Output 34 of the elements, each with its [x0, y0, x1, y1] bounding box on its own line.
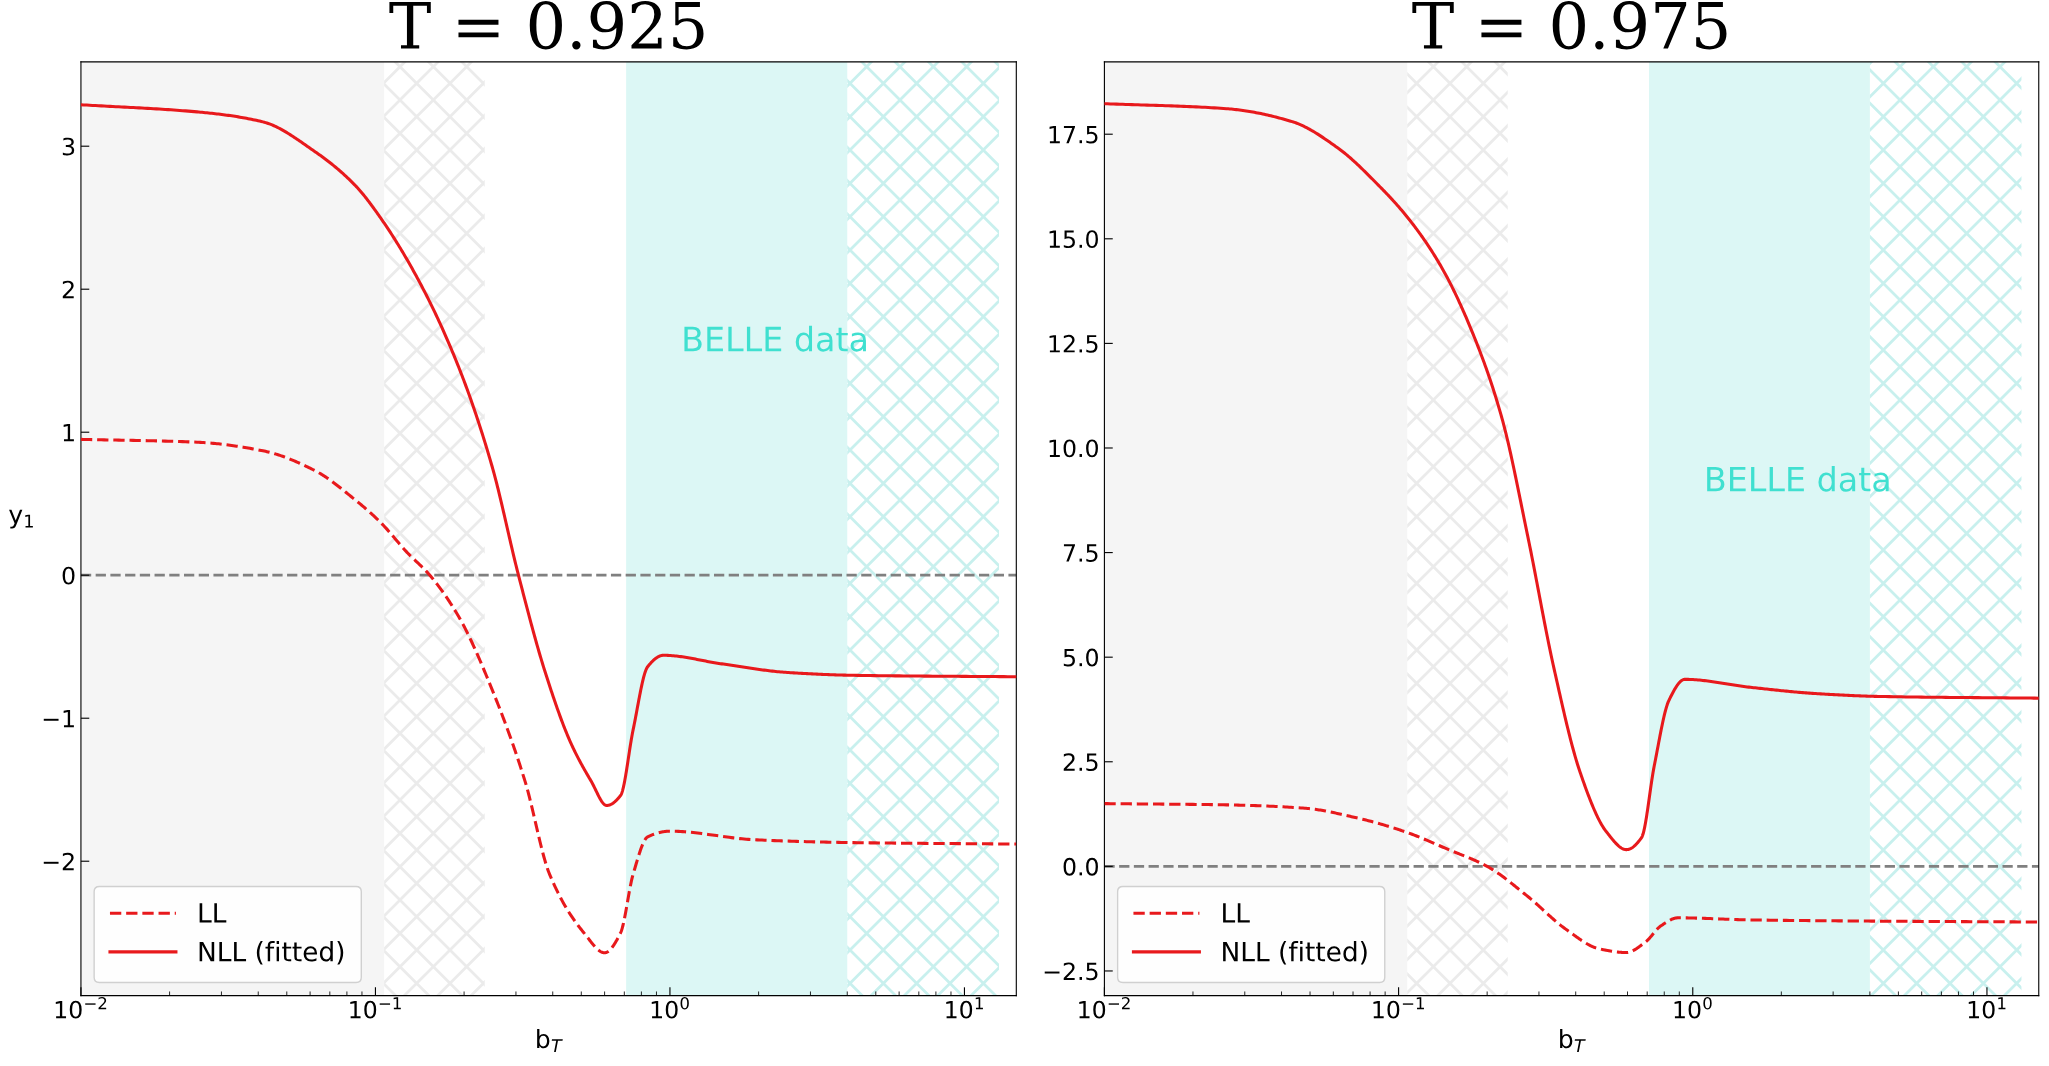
chart-title: T = 0.975 — [1412, 1, 1727, 50]
chart-title: T = 0.925 — [389, 1, 704, 50]
y-tick-label: 17.5 — [1049, 125, 1098, 144]
y-axis-title: y$_{1}$ — [9, 509, 33, 529]
y-tick-label: 0 — [62, 566, 75, 585]
y-tick-label: 5.0 — [1063, 648, 1098, 667]
legend-label: NLL (fitted) — [199, 941, 344, 965]
y-tick-label: 2 — [62, 280, 74, 299]
x-tick-label: 10$^{0}$ — [651, 996, 689, 1019]
legend-label: LL — [1223, 903, 1250, 923]
x-tick-label: 10$^{−1}$ — [1373, 997, 1424, 1019]
y-tick-label: 15.0 — [1049, 230, 1098, 249]
x-tick-label: 10$^{0}$ — [1674, 996, 1712, 1019]
legend-label: LL — [199, 903, 227, 923]
y-tick-label: 0.0 — [1063, 857, 1098, 876]
x-axis-title: b$_{T}$ — [537, 1028, 563, 1053]
y-tick-label: 3 — [62, 137, 75, 156]
band-label: BELLE data — [1707, 465, 1889, 492]
y-tick-label: 12.5 — [1049, 334, 1098, 353]
y-tick-label: 1 — [63, 423, 74, 442]
x-axis-title: b$_{T}$ — [1560, 1028, 1586, 1053]
legend-label: NLL (fitted) — [1223, 941, 1367, 965]
x-tick-label: 10$^{−1}$ — [350, 997, 401, 1019]
band-label: BELLE data — [684, 325, 866, 352]
y-tick-label: −2.5 — [1044, 962, 1098, 981]
y-tick-label: 7.5 — [1063, 544, 1098, 562]
x-tick-label: 10$^{−2}$ — [55, 996, 107, 1019]
x-tick-label: 10$^{−2}$ — [1079, 996, 1130, 1019]
y-tick-label: 10.0 — [1049, 439, 1098, 458]
x-tick-label: 10$^{1}$ — [946, 997, 983, 1019]
y-tick-label: −2 — [43, 852, 74, 871]
y-tick-label: −1 — [43, 709, 74, 728]
y-tick-label: 2.5 — [1063, 753, 1098, 772]
x-tick-label: 10$^{1}$ — [1968, 997, 2006, 1019]
